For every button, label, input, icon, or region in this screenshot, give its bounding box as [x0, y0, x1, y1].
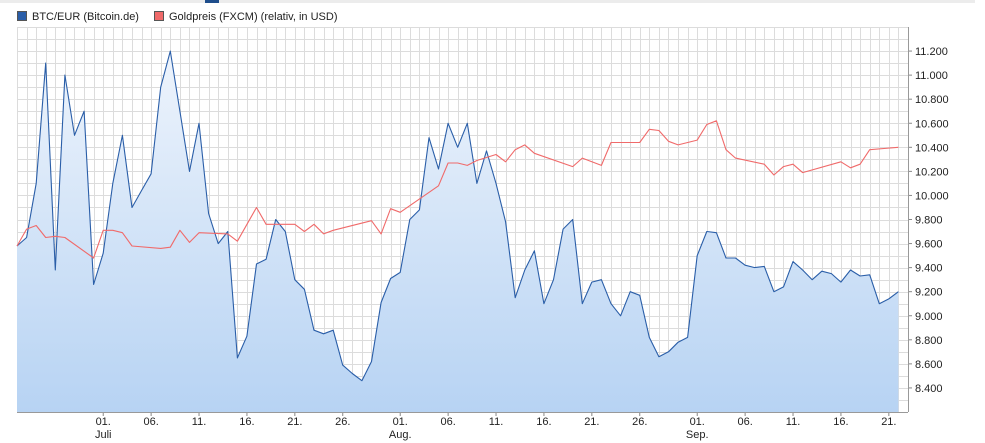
x-tick-label: 16.	[239, 416, 254, 428]
x-tick-label: 26.	[335, 416, 350, 428]
x-tick-label: 16.	[833, 416, 848, 428]
legend-label-btc: BTC/EUR (Bitcoin.de)	[32, 11, 139, 23]
y-tick-label: 10.400	[915, 142, 949, 154]
x-tick-label: 26.	[632, 416, 647, 428]
x-tick-label: 11.	[786, 416, 800, 428]
chart-series	[16, 50, 899, 412]
legend-swatch-btc	[17, 11, 27, 21]
x-tick-label: 16.	[536, 416, 551, 428]
y-tick-label: 10.600	[915, 118, 949, 130]
legend-swatch-gold	[154, 11, 164, 21]
x-tick-label: 01.	[690, 416, 705, 428]
legend-label-gold: Goldpreis (FXCM) (relativ, in USD)	[169, 11, 338, 23]
y-tick-label: 11.200	[915, 46, 948, 58]
x-tick-label: 01.	[393, 416, 408, 428]
x-tick-label: 11.	[192, 416, 206, 428]
y-tick-label: 9.400	[915, 263, 943, 275]
series-area-0	[17, 51, 899, 412]
x-tick-label: 06.	[143, 416, 158, 428]
y-tick-label: 11.000	[915, 70, 948, 82]
x-tick-label: 11.	[489, 416, 503, 428]
y-tick-label: 10.200	[915, 166, 949, 178]
y-tick-label: 8.400	[915, 383, 943, 395]
x-tick-label: 21.	[881, 416, 896, 428]
x-month-label: Juli	[95, 429, 112, 441]
y-tick-label: 8.800	[915, 335, 943, 347]
y-tick-label: 9.200	[915, 287, 943, 299]
y-tick-label: 10.000	[915, 190, 949, 202]
x-tick-label: 06.	[737, 416, 752, 428]
x-month-label: Sep.	[686, 429, 709, 441]
top-border	[0, 0, 975, 3]
y-tick-label: 10.800	[915, 94, 949, 106]
x-tick-label: 01.	[96, 416, 111, 428]
series-line-1	[16, 120, 899, 259]
legend-item-gold[interactable]: Goldpreis (FXCM) (relativ, in USD)	[154, 11, 338, 23]
x-tick-label: 21.	[287, 416, 302, 428]
y-tick-label: 9.600	[915, 239, 943, 251]
x-tick-label: 06.	[440, 416, 455, 428]
y-tick-label: 9.000	[915, 311, 943, 323]
x-month-label: Aug.	[389, 429, 412, 441]
y-tick-label: 9.800	[915, 215, 943, 227]
series-line-0	[16, 50, 899, 382]
legend-item-btc[interactable]: BTC/EUR (Bitcoin.de)	[17, 11, 139, 23]
chart-axes: 8.400 8.600 8.800 9.000 9.200 9.400 9.600 9.800…	[17, 27, 949, 441]
active-tab-marker	[205, 0, 219, 3]
x-tick-label: 21.	[584, 416, 599, 428]
y-tick-label: 8.600	[915, 359, 943, 371]
